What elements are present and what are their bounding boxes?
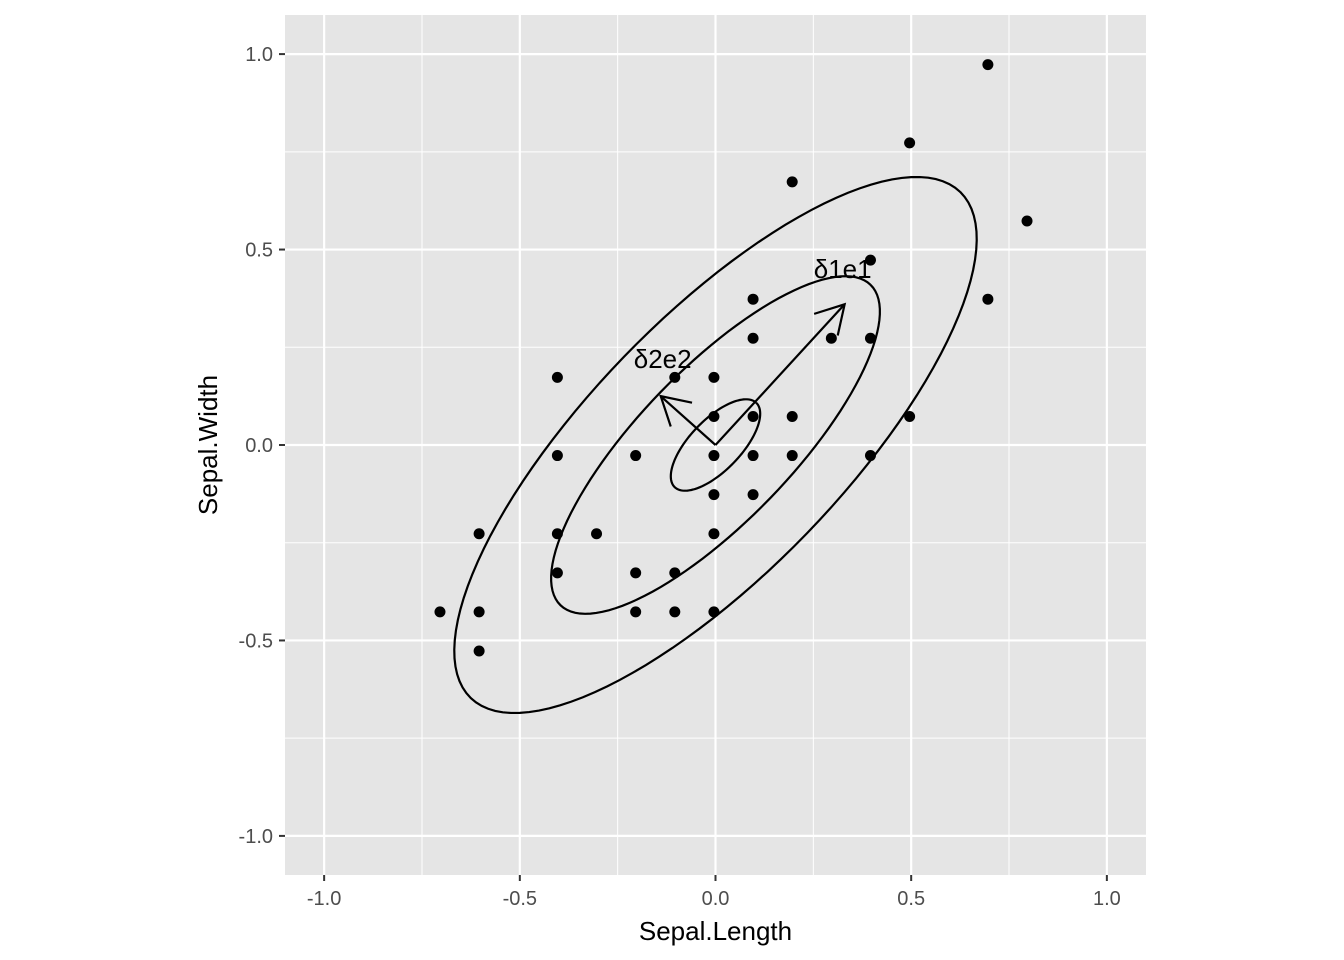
data-point (904, 410, 916, 422)
data-point (708, 489, 720, 501)
data-point (747, 410, 759, 422)
y-tick-label: -1.0 (239, 826, 273, 848)
data-points (434, 59, 1033, 657)
x-axis-title: Sepal.Length (639, 916, 792, 946)
x-tick-label: 0.0 (702, 888, 730, 910)
arrow-2-label: δ2e2 (634, 344, 692, 374)
x-tick-label: -0.5 (503, 888, 537, 910)
data-point (708, 450, 720, 462)
data-point (473, 645, 485, 657)
data-point (982, 293, 994, 305)
arrow-2-shaft (659, 395, 717, 446)
data-point (708, 371, 720, 383)
eigen-arrows: δ1e1 δ2e2 (634, 254, 872, 446)
data-point (630, 450, 642, 462)
data-point (551, 450, 563, 462)
x-tick-label: -1.0 (307, 888, 341, 910)
ellipse-3 (453, 175, 978, 715)
y-tick-label: 0.5 (245, 240, 273, 262)
x-tick-label: 1.0 (1093, 888, 1121, 910)
data-point (473, 606, 485, 618)
data-point (982, 59, 994, 71)
y-tick-label: -0.5 (239, 630, 273, 652)
data-point (825, 332, 837, 344)
data-point (708, 606, 720, 618)
ellipse-1 (669, 398, 762, 492)
data-point (747, 332, 759, 344)
confidence-ellipses (453, 175, 978, 715)
y-axis: -1.0 -0.5 0.0 0.5 1.0 (239, 44, 285, 848)
data-point (630, 567, 642, 579)
arrow-1-label: δ1e1 (814, 254, 872, 284)
data-point (786, 410, 798, 422)
data-point (786, 176, 798, 188)
data-point (473, 528, 485, 540)
data-point (786, 450, 798, 462)
data-point (1021, 215, 1033, 227)
x-axis: -1.0 -0.5 0.0 0.5 1.0 (307, 875, 1121, 910)
arrow-2-head (659, 394, 693, 427)
y-tick-label: 1.0 (245, 44, 273, 66)
arrow-1-head (813, 302, 847, 336)
arrow-1-shaft (714, 303, 846, 446)
data-point (708, 410, 720, 422)
data-point (551, 528, 563, 540)
data-point (747, 293, 759, 305)
data-point (669, 371, 681, 383)
data-point (708, 528, 720, 540)
data-point (747, 450, 759, 462)
x-tick-label: 0.5 (897, 888, 925, 910)
data-point (551, 567, 563, 579)
data-point (864, 450, 876, 462)
data-point (904, 137, 916, 149)
data-point (669, 567, 681, 579)
data-point (551, 371, 563, 383)
data-point (669, 606, 681, 618)
data-point (747, 489, 759, 501)
data-point (434, 606, 446, 618)
data-point (864, 254, 876, 266)
y-tick-label: 0.0 (245, 435, 273, 457)
ellipse-2 (550, 275, 881, 615)
y-axis-title: Sepal.Width (193, 375, 223, 515)
data-point (864, 332, 876, 344)
data-point (630, 606, 642, 618)
data-point (591, 528, 603, 540)
